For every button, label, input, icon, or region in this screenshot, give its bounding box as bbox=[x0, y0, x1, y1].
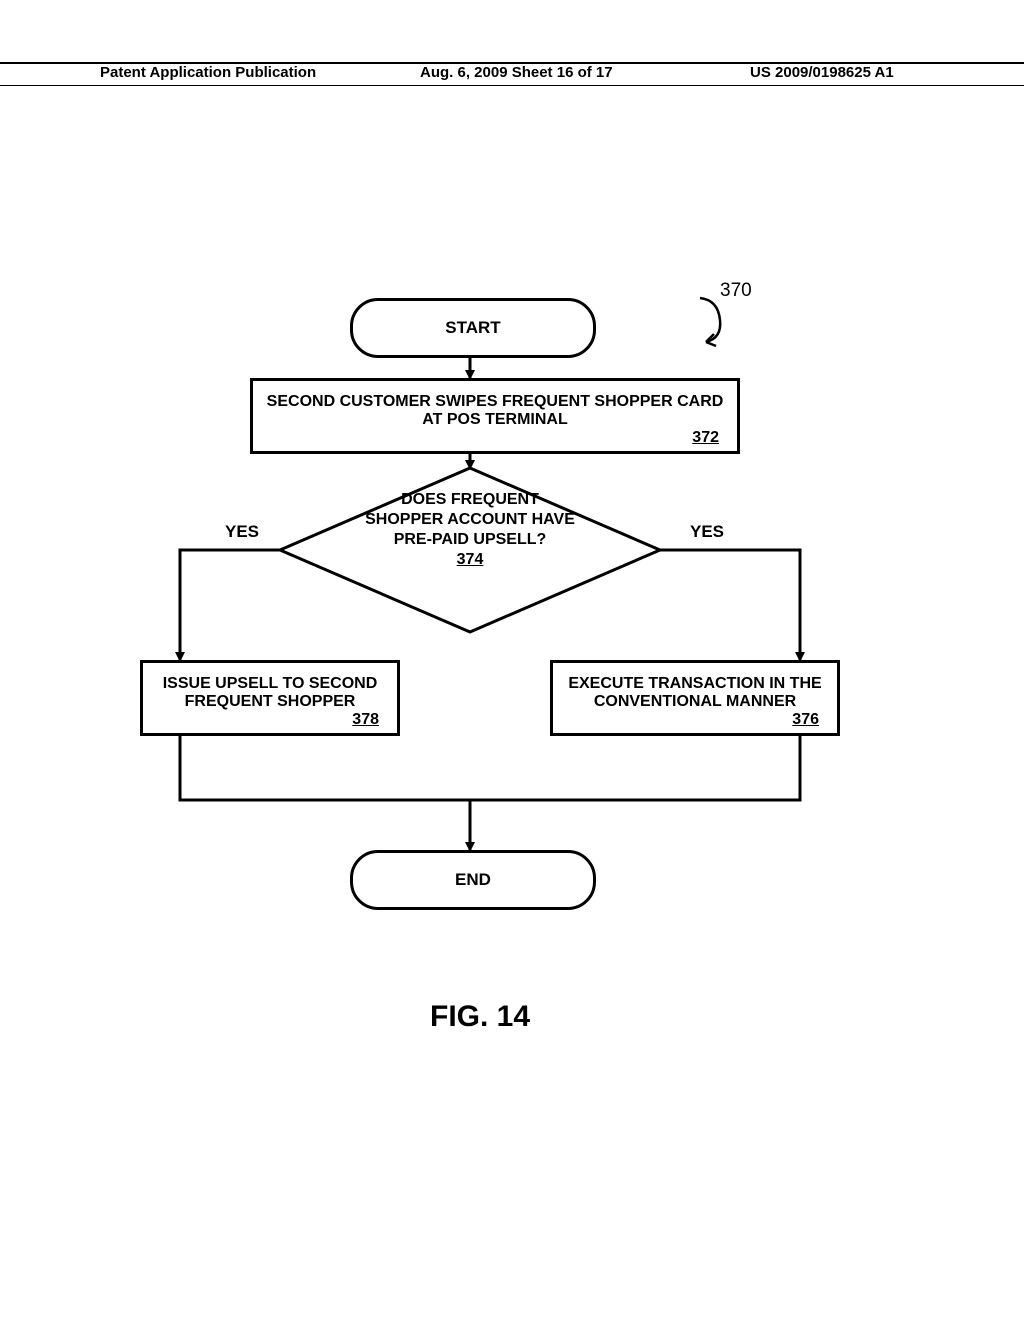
node-decision-ref: 374 bbox=[457, 551, 484, 568]
node-issue: ISSUE UPSELL TO SECOND FREQUENT SHOPPER … bbox=[140, 660, 400, 736]
node-end: END bbox=[350, 850, 596, 910]
node-swipe-ref: 372 bbox=[692, 429, 719, 447]
node-issue-ref: 378 bbox=[352, 711, 379, 729]
node-decision: DOES FREQUENT SHOPPER ACCOUNT HAVE PRE-P… bbox=[360, 490, 580, 570]
edge-yes-left: YES bbox=[225, 522, 259, 542]
node-issue-label: ISSUE UPSELL TO SECOND FREQUENT SHOPPER bbox=[151, 669, 389, 711]
node-start-label: START bbox=[445, 318, 500, 338]
node-decision-label: DOES FREQUENT SHOPPER ACCOUNT HAVE PRE-P… bbox=[365, 491, 575, 548]
node-start: START bbox=[350, 298, 596, 358]
node-end-label: END bbox=[455, 870, 491, 890]
flowchart: 370 START SECOND CUSTOMER SWIPES FREQUEN… bbox=[0, 0, 1024, 1320]
node-swipe: SECOND CUSTOMER SWIPES FREQUENT SHOPPER … bbox=[250, 378, 740, 454]
node-exec-ref: 376 bbox=[792, 711, 819, 729]
node-exec: EXECUTE TRANSACTION IN THE CONVENTIONAL … bbox=[550, 660, 840, 736]
figure-ref-label: 370 bbox=[720, 280, 752, 302]
node-exec-label: EXECUTE TRANSACTION IN THE CONVENTIONAL … bbox=[561, 669, 829, 711]
page: Patent Application Publication Aug. 6, 2… bbox=[0, 0, 1024, 1320]
node-swipe-label: SECOND CUSTOMER SWIPES FREQUENT SHOPPER … bbox=[261, 387, 729, 429]
edge-yes-right: YES bbox=[690, 522, 724, 542]
figure-caption: FIG. 14 bbox=[430, 1000, 530, 1034]
